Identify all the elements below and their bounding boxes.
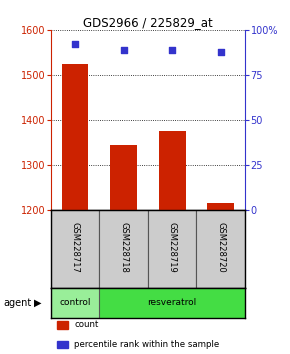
Point (73, 42, 77, 47)
Bar (110, 145, 137, 210)
Bar (148, 210, 196, 287)
Point (218, 49, 223, 55)
Bar (99, 210, 148, 287)
Text: GSM228717: GSM228717 (70, 222, 79, 273)
Text: resveratrol: resveratrol (148, 298, 197, 307)
Bar (207, 203, 234, 210)
Text: count: count (74, 320, 98, 329)
Bar (57, 341, 68, 348)
Point (121, 47, 126, 53)
Title: GDS2966 / 225829_at: GDS2966 / 225829_at (83, 16, 213, 29)
Bar (62, 64, 88, 210)
Bar (51, 287, 99, 318)
Bar (159, 131, 186, 210)
Text: agent: agent (3, 298, 31, 308)
Text: control: control (59, 298, 91, 307)
Text: ▶: ▶ (34, 298, 41, 308)
Text: GSM228719: GSM228719 (168, 222, 177, 273)
Text: GSM228718: GSM228718 (119, 222, 128, 273)
Text: GSM228720: GSM228720 (216, 222, 225, 273)
Text: percentile rank within the sample: percentile rank within the sample (74, 340, 219, 349)
Bar (196, 210, 245, 287)
Bar (51, 210, 99, 287)
Bar (57, 321, 68, 329)
Point (170, 47, 175, 53)
